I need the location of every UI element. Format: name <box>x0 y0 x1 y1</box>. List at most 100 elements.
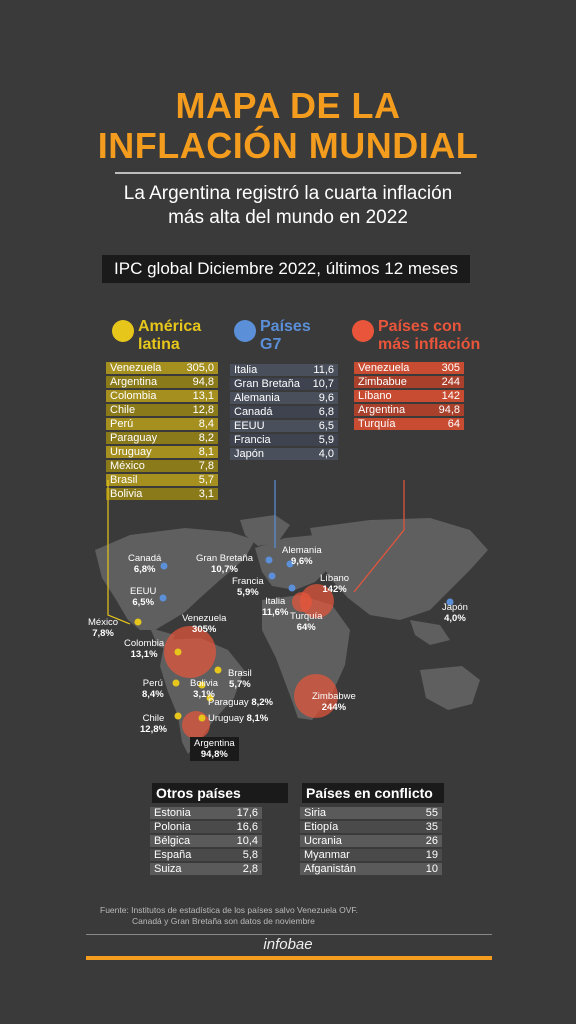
label-eeuu: EEUU 6,5% <box>130 586 157 608</box>
label-mexico: México 7,8% <box>88 617 119 639</box>
label-alemania: Alemania 9,6% <box>282 545 322 567</box>
label-brasil: Brasil 5,7% <box>228 668 252 690</box>
table-row: Francia 5,9 <box>230 434 338 446</box>
inflation-value: 305 <box>427 362 464 374</box>
inflation-value: 13,1 <box>176 390 218 402</box>
table-row: Suiza 2,8 <box>150 863 262 875</box>
country-name: Gran Bretaña <box>230 378 308 390</box>
label-gran-bretana: Gran Bretaña 10,7% <box>196 553 254 575</box>
label-paraguay: Paraguay 8,2% <box>208 697 273 708</box>
country-name: Canadá <box>230 406 308 418</box>
latam-title-line-2: latina <box>138 336 180 353</box>
g7-title-line-2: G7 <box>260 336 282 353</box>
zimbabwe-bubble <box>294 674 338 718</box>
country-name: Zimbabue <box>354 376 428 388</box>
label-italia: Italia 11,6% <box>262 596 289 618</box>
table-row: Venezuela 305 <box>354 362 464 374</box>
country-name: México <box>106 460 177 472</box>
label-turquia: Turquía 64% <box>290 611 323 633</box>
footer-accent-bar <box>86 956 492 960</box>
label-uruguay: Uruguay 8,1% <box>208 713 269 724</box>
title-divider <box>115 172 461 174</box>
inflacion-leader-line <box>353 480 405 593</box>
inflation-value: 2,8 <box>217 863 262 875</box>
table-row: Etiopía 35 <box>300 821 442 833</box>
table-row: Ucrania 26 <box>300 835 442 847</box>
table-row: Afganistán 10 <box>300 863 442 875</box>
country-name: Japón <box>230 448 308 460</box>
southeast-asia <box>410 620 450 645</box>
inflation-value: 4,0 <box>307 448 338 460</box>
latam-points <box>134 618 222 722</box>
inflation-value: 16,6 <box>217 821 262 833</box>
inflation-value: 17,6 <box>217 807 262 819</box>
table-row: Alemania 9,6 <box>230 392 338 404</box>
table-row: México 7,8 <box>106 460 218 472</box>
label-argentina: Argentina 94,8% <box>190 737 239 761</box>
country-name: Polonia <box>150 821 218 833</box>
country-name: Bélgica <box>150 835 218 847</box>
table-row: Uruguay 8,1 <box>106 446 218 458</box>
inflation-bubbles <box>164 584 338 739</box>
table-row: Argentina 94,8 <box>354 404 464 416</box>
latam-title: América latina <box>138 318 201 354</box>
inflation-value: 7,8 <box>176 460 218 472</box>
inflation-value: 35 <box>406 821 442 833</box>
inflacion-title: Países con más inflación <box>378 318 480 354</box>
table-row: Bélgica 10,4 <box>150 835 262 847</box>
country-name: Perú <box>106 418 177 430</box>
inflation-value: 8,4 <box>176 418 218 430</box>
label-colombia: Colombia 13,1% <box>124 638 165 660</box>
inflation-value: 12,8 <box>176 404 218 416</box>
table-row: Polonia 16,6 <box>150 821 262 833</box>
inflation-value: 19 <box>406 849 442 861</box>
inflation-value: 244 <box>427 376 464 388</box>
country-name: Estonia <box>150 807 218 819</box>
label-japon: Japón 4,0% <box>442 602 468 624</box>
conflicto-table: Siria 55 Etiopía 35 Ucrania 26 Myanmar 19 Afgani… <box>300 805 442 877</box>
footer-divider <box>86 934 492 935</box>
label-chile: Chile 12,8% <box>140 713 167 735</box>
inflacion-table: Venezuela 305 Zimbabue 244 Líbano 142 Argentin… <box>354 360 464 432</box>
latam-table: Venezuela 305,0 Argentina 94,8 Colombia 13,1 C… <box>106 360 218 502</box>
turquia-bubble <box>292 592 312 612</box>
footer-line-1: Fuente: Institutos de estadística de los… <box>100 905 358 915</box>
table-row: Zimbabue 244 <box>354 376 464 388</box>
latam-title-line-1: América <box>138 318 202 335</box>
country-name: Francia <box>230 434 308 446</box>
g7-dot-icon <box>234 320 256 342</box>
subtitle-line-2: más alta del mundo en 2022 <box>168 207 408 228</box>
north-america <box>95 528 255 630</box>
inflation-value: 10,7 <box>307 378 338 390</box>
inflation-value: 94,8 <box>427 404 464 416</box>
latam-leader-line <box>107 480 131 625</box>
table-row: Venezuela 305,0 <box>106 362 218 374</box>
brand-logo: infobae <box>263 936 313 953</box>
country-name: Colombia <box>106 390 177 402</box>
inflation-value: 10,4 <box>217 835 262 847</box>
otros-table: Estonia 17,6 Polonia 16,6 Bélgica 10,4 España 5… <box>150 805 262 877</box>
table-row: Turquía 64 <box>354 418 464 430</box>
country-name: Turquía <box>354 418 428 430</box>
greenland <box>240 515 290 546</box>
argentina-bubble <box>182 711 210 739</box>
venezuela-bubble <box>164 626 216 678</box>
country-name: Líbano <box>354 390 428 402</box>
table-row: Chile 12,8 <box>106 404 218 416</box>
label-francia: Francia 5,9% <box>232 576 264 598</box>
label-peru: Perú 8,4% <box>142 678 164 700</box>
country-name: Ucrania <box>300 835 407 847</box>
table-row: Gran Bretaña 10,7 <box>230 378 338 390</box>
country-name: Paraguay <box>106 432 177 444</box>
inflation-value: 5,7 <box>176 474 218 486</box>
inflation-value: 6,8 <box>307 406 338 418</box>
inflation-value: 6,5 <box>307 420 338 432</box>
latam-dot-icon <box>112 320 134 342</box>
label-venezuela: Venezuela 305% <box>182 613 227 635</box>
inflacion-dot-icon <box>352 320 374 342</box>
inflation-value: 3,1 <box>176 488 218 500</box>
country-name: Chile <box>106 404 177 416</box>
country-name: Brasil <box>106 474 177 486</box>
table-row: Perú 8,4 <box>106 418 218 430</box>
inflation-value: 5,9 <box>307 434 338 446</box>
